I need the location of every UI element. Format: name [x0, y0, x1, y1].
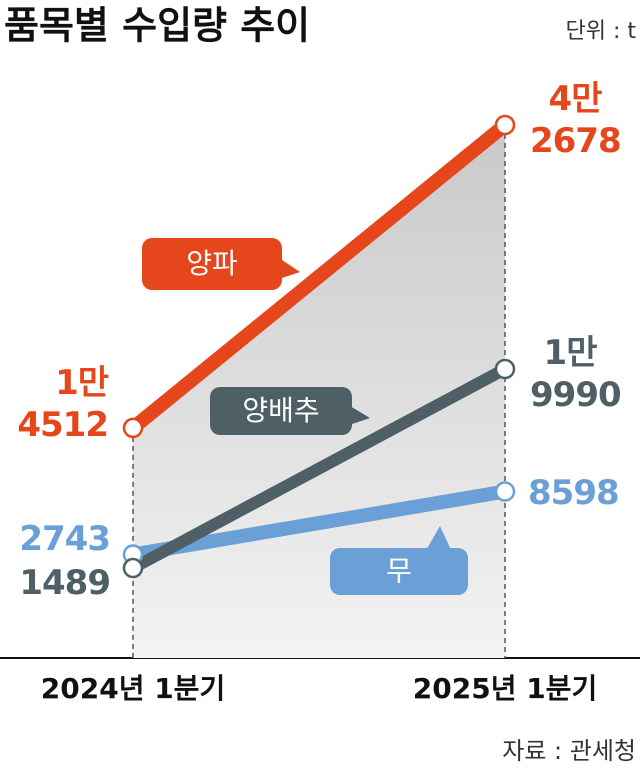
series-line [128, 119, 510, 434]
source: 자료 : 관세청 [502, 737, 636, 765]
value-label: 4만 2678 [530, 79, 622, 161]
x-tick-label: 2024년 1분기 [41, 672, 225, 705]
x-tick-label: 2025년 1분기 [413, 672, 597, 705]
series-line [130, 363, 508, 574]
legend-label: 무 [386, 555, 412, 588]
legend-bubble [330, 548, 468, 595]
legend-label: 양파 [186, 247, 238, 280]
point-marker [122, 557, 144, 579]
bubble-tail [425, 526, 452, 552]
chart-title: 품목별 수입량 추이 [4, 4, 310, 48]
point-marker [494, 481, 516, 502]
legend-label: 양배추 [242, 394, 319, 427]
legend-bubble [142, 238, 282, 290]
point-marker [494, 114, 516, 136]
point-marker [494, 358, 516, 380]
value-label: 1489 [19, 563, 111, 603]
value-label: 8598 [528, 473, 620, 513]
unit-note: 단위 : t [565, 19, 636, 44]
value-label: 1만 9990 [530, 333, 622, 415]
legend-bubble [210, 387, 352, 435]
series-line [131, 484, 507, 562]
point-marker [122, 417, 144, 439]
value-label: 2743 [19, 519, 111, 559]
value-label: 1만 4512 [17, 363, 109, 445]
